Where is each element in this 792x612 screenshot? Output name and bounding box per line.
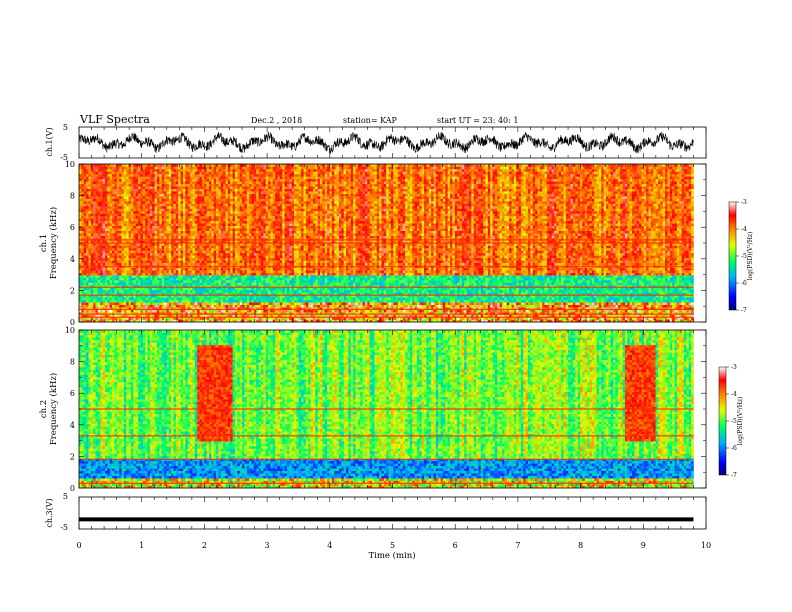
ch1-waveform-panel: 5 -5 ch.1(V) <box>45 123 706 162</box>
header-date: Dec.2 , 2018 <box>251 116 302 125</box>
ch1-ytick-top: 5 <box>63 123 68 132</box>
colorbar-tick--7: -7 <box>731 472 737 479</box>
time-axis-label: Time (min) <box>368 550 415 561</box>
time-tick-6: 6 <box>453 541 458 550</box>
ch1-waveform-trace <box>79 132 694 153</box>
p2-ytick-8: 8 <box>70 192 75 201</box>
ch3-waveform-panel: 5 -5 ch.3(V) <box>45 492 706 532</box>
ch2-spectrogram-heatmap <box>79 330 694 488</box>
ch1-spec-channel-label: ch.1 <box>39 234 49 252</box>
colorbar-tick--3: -3 <box>741 199 747 206</box>
time-tick-10: 10 <box>701 541 711 550</box>
time-tick-3: 3 <box>265 541 270 550</box>
ch1-ylabel: ch.1(V) <box>45 127 54 156</box>
p3-ytick-2: 2 <box>70 452 75 461</box>
time-tick-1: 1 <box>139 541 144 550</box>
time-tick-5: 5 <box>390 541 395 550</box>
colorbar-tick--7: -7 <box>741 307 747 314</box>
p3-ytick-10: 10 <box>65 326 75 335</box>
figure-title: VLF Spectra <box>79 113 150 126</box>
ch3-ylabel: ch.3(V) <box>45 498 54 527</box>
ch2-spec-ylabel: Frequency (kHz) <box>48 373 59 445</box>
p2-ytick-2: 2 <box>70 286 75 295</box>
ch1-spec-ylabel: Frequency (kHz) <box>48 207 59 279</box>
header-start-time: start UT = 23: 40: 1 <box>437 116 518 125</box>
p3-ytick-6: 6 <box>70 389 75 398</box>
ch2-spectrogram-panel: 0 2 4 6 8 10 ch.2 Frequency (kHz) <box>39 326 706 493</box>
colorbar-tick--3: -3 <box>731 364 737 371</box>
ch2-spec-channel-label: ch.2 <box>39 400 49 418</box>
ch2-colorbar: -3-4-5-6-7 log(PSD)(V²/Hz) <box>719 364 744 479</box>
ch1-spectrogram-heatmap <box>79 164 694 322</box>
p3-ytick-4: 4 <box>70 421 75 430</box>
ch1-colorbar: -3-4-5-6-7 log(PSD)(V²/Hz) <box>729 199 754 314</box>
time-tick-2: 2 <box>202 541 207 550</box>
p3-ytick-8: 8 <box>70 358 75 367</box>
ch3-x-ticks <box>79 497 706 529</box>
time-tick-7: 7 <box>515 541 520 550</box>
p2-ytick-10: 10 <box>65 160 75 169</box>
time-tick-0: 0 <box>76 541 81 550</box>
ch1-trace-line <box>79 132 694 153</box>
ch2-colorbar-label: log(PSD)(V²/Hz) <box>737 397 744 446</box>
p2-ytick-6: 6 <box>70 223 75 232</box>
ch3-ytick-bottom: -5 <box>60 523 68 532</box>
time-tick-8: 8 <box>578 541 583 550</box>
ch3-ytick-top: 5 <box>63 492 68 501</box>
time-tick-4: 4 <box>327 541 332 550</box>
time-tick-9: 9 <box>641 541 646 550</box>
ch1-colorbar-label: log(PSD)(V²/Hz) <box>747 232 754 281</box>
p3-ytick-0: 0 <box>70 484 75 493</box>
header-station: station= KAP <box>343 116 398 125</box>
time-axis-tick-labels: 0 1 2 3 4 5 6 7 8 9 10 <box>76 541 711 550</box>
p2-ytick-4: 4 <box>70 255 75 264</box>
